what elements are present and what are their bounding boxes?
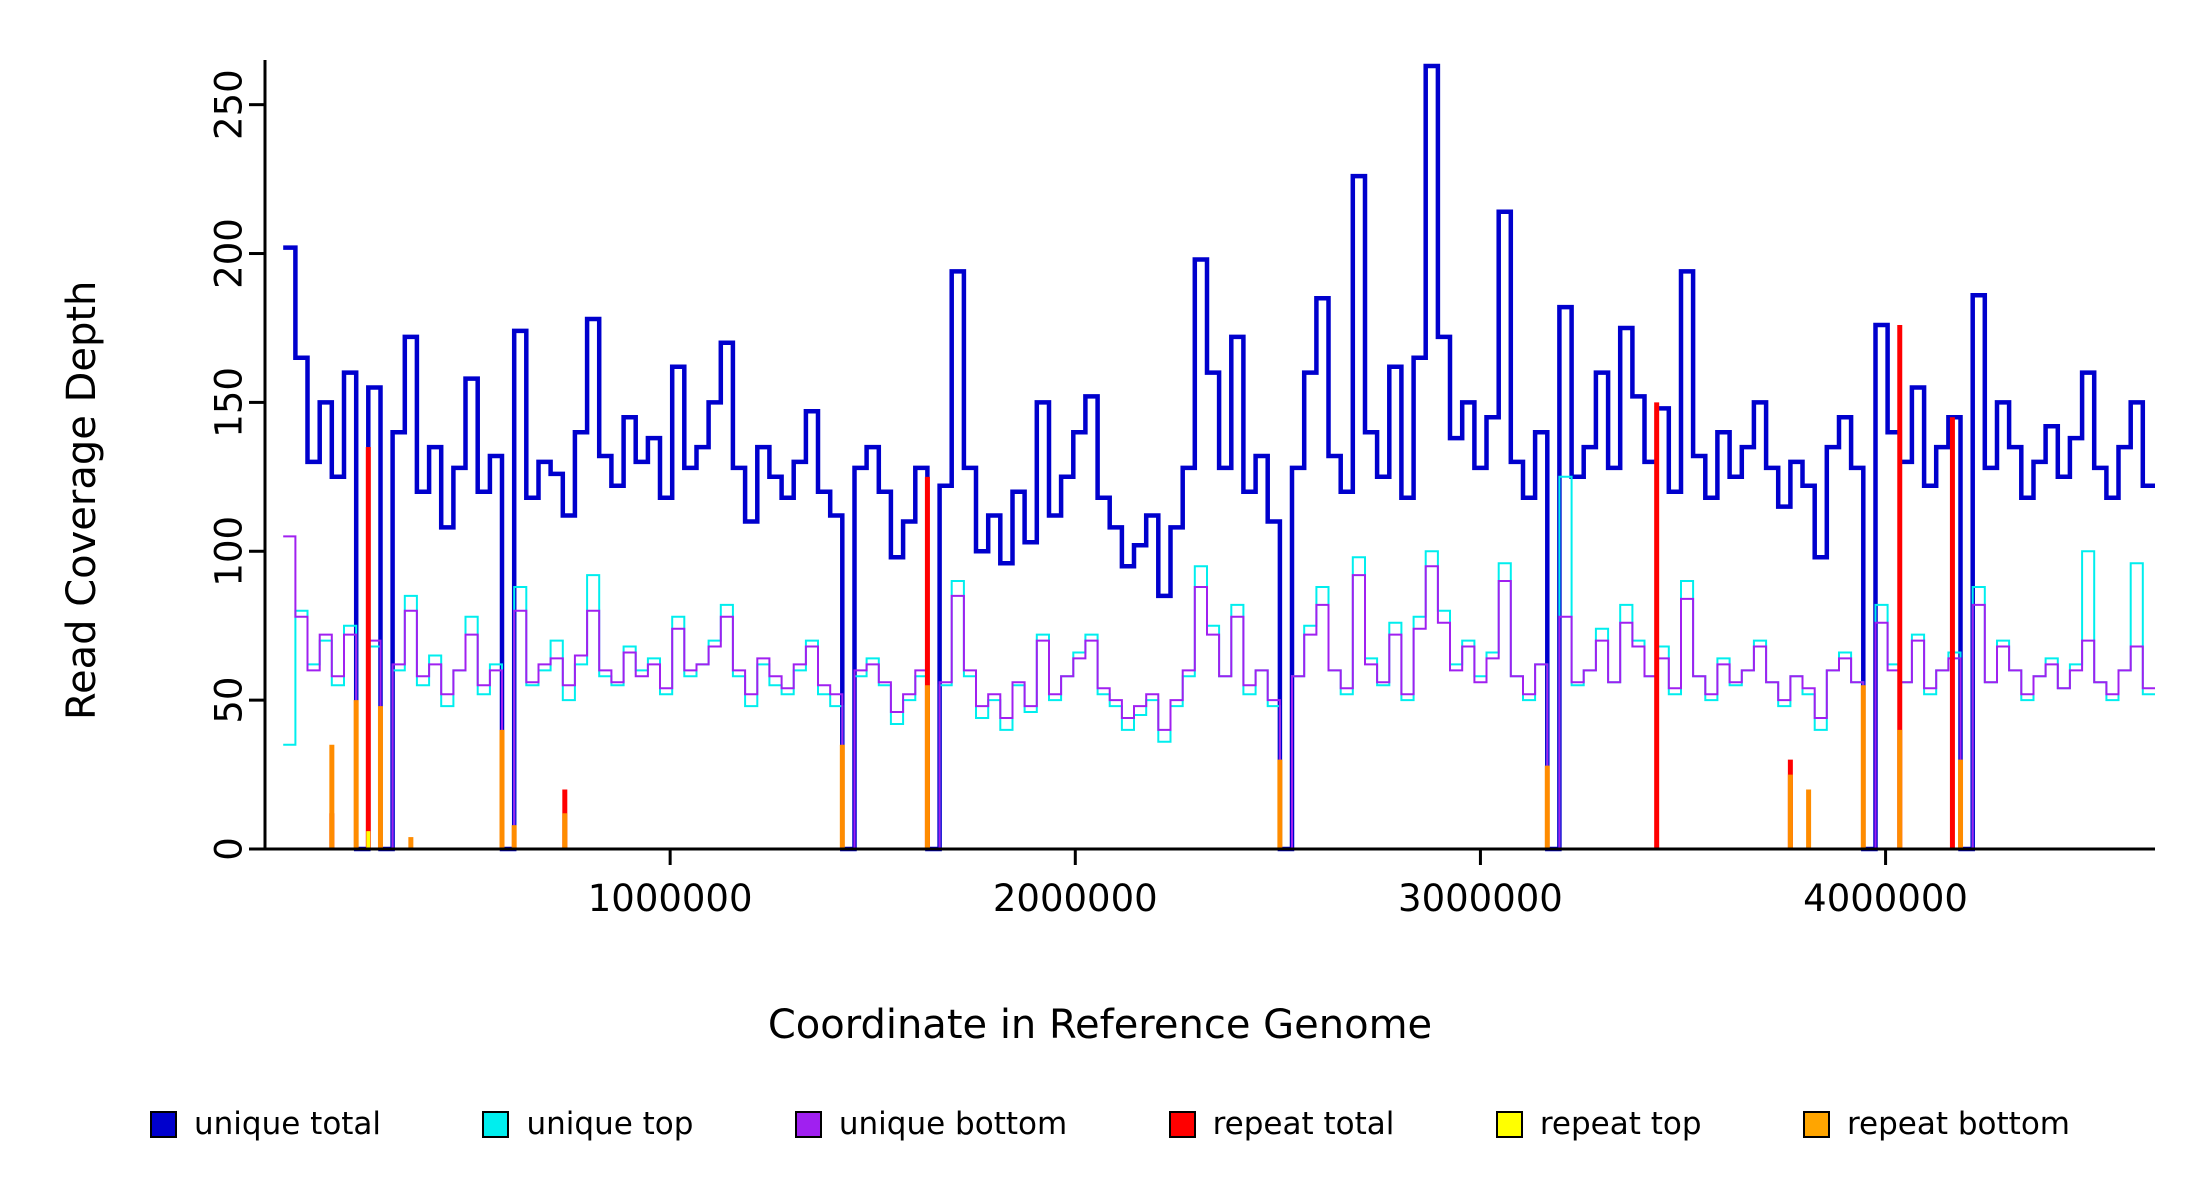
- y-axis-label: Read Coverage Depth: [59, 280, 105, 720]
- unique-total-swatch-icon: [150, 1110, 177, 1138]
- svg-text:2000000: 2000000: [993, 877, 1158, 920]
- svg-text:200: 200: [208, 218, 251, 289]
- legend-label: repeat total: [1212, 1106, 1395, 1142]
- svg-text:250: 250: [208, 69, 251, 140]
- unique-bottom-swatch-icon: [794, 1110, 822, 1138]
- legend-item-repeat-total: repeat total: [1168, 1106, 1395, 1142]
- coverage-plot: 0 50 100 150 200 250 1000000 2000000 3000000 4000…: [208, 60, 2155, 920]
- legend-item-repeat-top: repeat top: [1495, 1106, 1702, 1142]
- chart-legend: unique total unique top unique bottom re…: [150, 1106, 2070, 1142]
- repeat-total-swatch-icon: [1168, 1110, 1196, 1138]
- svg-text:100: 100: [208, 516, 251, 587]
- legend-item-unique-total: unique total: [150, 1106, 381, 1142]
- legend-label: repeat bottom: [1846, 1106, 2070, 1142]
- legend-item-unique-top: unique top: [482, 1106, 693, 1142]
- svg-text:0: 0: [208, 837, 251, 861]
- x-axis-label: Coordinate in Reference Genome: [767, 1002, 1433, 1048]
- svg-text:50: 50: [208, 677, 251, 724]
- repeat-top-swatch-icon: [1495, 1110, 1523, 1138]
- unique-top-swatch-icon: [482, 1110, 510, 1138]
- svg-text:4000000: 4000000: [1803, 877, 1968, 920]
- svg-text:3000000: 3000000: [1398, 877, 1563, 920]
- legend-label: unique bottom: [838, 1106, 1068, 1142]
- repeat-bottom-swatch-icon: [1802, 1110, 1830, 1138]
- legend-label: unique top: [526, 1106, 694, 1142]
- svg-text:150: 150: [208, 367, 251, 438]
- legend-item-unique-bottom: unique bottom: [794, 1106, 1068, 1142]
- legend-label: repeat top: [1539, 1106, 1702, 1142]
- legend-item-repeat-bottom: repeat bottom: [1802, 1106, 2070, 1142]
- svg-text:1000000: 1000000: [588, 877, 753, 920]
- legend-label: unique total: [194, 1106, 382, 1142]
